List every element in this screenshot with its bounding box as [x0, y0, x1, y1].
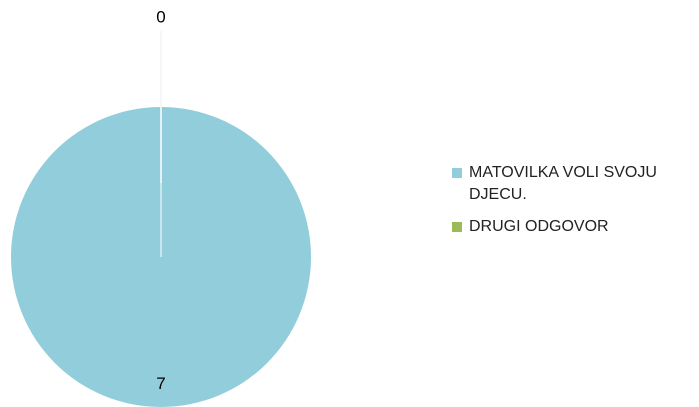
legend-label: MATOVILKA VOLI SVOJU DJECU.: [469, 164, 657, 203]
legend-item: MATOVILKA VOLI SVOJU DJECU.: [452, 162, 692, 206]
legend-swatch: [452, 222, 462, 232]
legend-swatch: [452, 168, 462, 178]
data-label: 0: [156, 7, 165, 26]
data-label: 7: [156, 374, 165, 393]
legend-label: DRUGI ODGOVOR: [469, 218, 609, 235]
legend: MATOVILKA VOLI SVOJU DJECU. DRUGI ODGOVOR: [452, 162, 692, 248]
legend-item: DRUGI ODGOVOR: [452, 216, 692, 238]
